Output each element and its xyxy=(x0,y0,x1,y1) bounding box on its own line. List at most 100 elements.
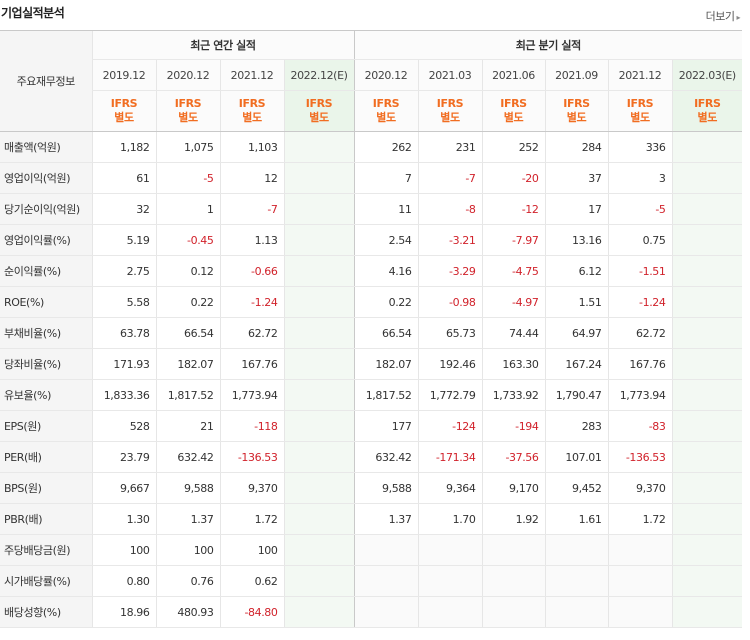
value-cell: -5 xyxy=(607,193,672,225)
value-cell: 283 xyxy=(544,410,608,442)
basis-standard: IFRS xyxy=(238,97,266,110)
row-label: 영업이익(억원) xyxy=(0,162,92,194)
value-cell xyxy=(283,162,354,194)
value-cell: 12 xyxy=(219,162,284,194)
value-cell xyxy=(607,596,672,628)
value-cell: 163.30 xyxy=(481,348,545,380)
basis-type: 별도 xyxy=(566,111,587,124)
value-cell xyxy=(417,565,482,597)
basis-standard: IFRS xyxy=(372,97,400,110)
value-cell xyxy=(544,534,608,566)
value-cell: -3.29 xyxy=(417,255,482,287)
section-title: 기업실적분석 xyxy=(1,6,65,20)
table-row: 순이익률(%) 2.75 0.12 -0.66 4.16 -3.29 -4.75 6.12 -1… xyxy=(0,255,743,287)
value-cell: 1,817.52 xyxy=(155,379,220,411)
value-cell: 1,773.94 xyxy=(219,379,284,411)
value-cell: 1,773.94 xyxy=(607,379,672,411)
basis-type: 별도 xyxy=(697,111,718,124)
value-cell: -1.24 xyxy=(607,286,672,318)
table-row: 유보율(%) 1,833.36 1,817.52 1,773.94 1,817.52 1,… xyxy=(0,379,743,411)
value-cell: -0.45 xyxy=(155,224,220,256)
period-header: 2022.03(E) xyxy=(671,59,743,91)
row-label: ROE(%) xyxy=(0,286,92,318)
value-cell: 9,588 xyxy=(155,472,220,504)
value-cell xyxy=(283,286,354,318)
table-row: EPS(원) 528 21 -118 177 -124 -194 283 -83 xyxy=(0,410,743,442)
value-cell: 11 xyxy=(353,193,418,225)
value-cell xyxy=(283,410,354,442)
accounting-basis-label: IFRS 별도 xyxy=(417,90,482,132)
value-cell xyxy=(671,410,743,442)
value-cell: 262 xyxy=(353,131,418,163)
basis-type: 별도 xyxy=(376,111,396,124)
value-cell: 23.79 xyxy=(91,441,156,473)
table-row: 영업이익(억원) 61 -5 12 7 -7 -20 37 3 xyxy=(0,162,743,194)
value-cell xyxy=(671,379,743,411)
table-row: 부채비율(%) 63.78 66.54 62.72 66.54 65.73 74.44 64.… xyxy=(0,317,743,349)
value-cell: -3.21 xyxy=(417,224,482,256)
value-cell xyxy=(353,565,418,597)
value-cell: 0.12 xyxy=(155,255,220,287)
value-cell: 336 xyxy=(607,131,672,163)
value-cell xyxy=(544,596,608,628)
value-cell: 9,588 xyxy=(353,472,418,504)
value-cell: 2.75 xyxy=(91,255,156,287)
row-label: 배당성향(%) xyxy=(0,596,92,628)
value-cell xyxy=(671,596,743,628)
value-cell: 100 xyxy=(91,534,156,566)
value-cell: -7 xyxy=(219,193,284,225)
value-cell: 1.70 xyxy=(417,503,482,535)
value-cell: 284 xyxy=(544,131,608,163)
accounting-basis-label: IFRS 별도 xyxy=(155,90,220,132)
table-row: 시가배당률(%) 0.80 0.76 0.62 xyxy=(0,565,743,597)
accounting-basis-label: IFRS 별도 xyxy=(283,90,354,132)
row-label: 순이익률(%) xyxy=(0,255,92,287)
row-label: 영업이익률(%) xyxy=(0,224,92,256)
value-cell xyxy=(283,348,354,380)
value-cell: 480.93 xyxy=(155,596,220,628)
value-cell xyxy=(671,348,743,380)
accounting-basis-label: IFRS 별도 xyxy=(91,90,156,132)
basis-type: 별도 xyxy=(440,111,460,124)
value-cell: 65.73 xyxy=(417,317,482,349)
value-cell: 100 xyxy=(155,534,220,566)
value-cell: 17 xyxy=(544,193,608,225)
value-cell xyxy=(607,565,672,597)
value-cell: 182.07 xyxy=(353,348,418,380)
row-label: 부채비율(%) xyxy=(0,317,92,349)
value-cell: 6.12 xyxy=(544,255,608,287)
table-row: 당좌비율(%) 171.93 182.07 167.76 182.07 192.46 163… xyxy=(0,348,743,380)
value-cell xyxy=(283,255,354,287)
value-cell xyxy=(671,193,743,225)
table-row: PER(배) 23.79 632.42 -136.53 632.42 -171.34 -37… xyxy=(0,441,743,473)
value-cell: -118 xyxy=(219,410,284,442)
value-cell: 62.72 xyxy=(607,317,672,349)
value-cell: -4.97 xyxy=(481,286,545,318)
table-row: 배당성향(%) 18.96 480.93 -84.80 xyxy=(0,596,743,628)
value-cell: 1.92 xyxy=(481,503,545,535)
value-cell: 32 xyxy=(91,193,156,225)
value-cell: 1.72 xyxy=(607,503,672,535)
more-link[interactable]: 더보기 ▸ xyxy=(706,8,741,24)
value-cell xyxy=(283,472,354,504)
value-cell: 1,790.47 xyxy=(544,379,608,411)
row-header-label: 주요재무정보 xyxy=(0,30,92,132)
accounting-basis-label: IFRS 별도 xyxy=(607,90,672,132)
value-cell xyxy=(671,286,743,318)
row-label: PER(배) xyxy=(0,441,92,473)
value-cell: 1.61 xyxy=(544,503,608,535)
value-cell xyxy=(607,534,672,566)
value-cell: 1.30 xyxy=(91,503,156,535)
value-cell: 171.93 xyxy=(91,348,156,380)
period-header: 2021.03 xyxy=(417,59,482,91)
value-cell: -84.80 xyxy=(219,596,284,628)
value-cell: -20 xyxy=(481,162,545,194)
value-cell: -0.98 xyxy=(417,286,482,318)
value-cell xyxy=(283,193,354,225)
value-cell: 1.37 xyxy=(155,503,220,535)
value-cell: 167.76 xyxy=(219,348,284,380)
table-row: 매출액(억원) 1,182 1,075 1,103 262 231 252 284 336 xyxy=(0,131,743,163)
value-cell xyxy=(283,441,354,473)
basis-row: IFRS 별도 IFRS 별도 IFRS 별도 IFRS 별도 IFRS 별도 IFRS 별도 IFRS… xyxy=(0,90,743,132)
value-cell: -136.53 xyxy=(607,441,672,473)
